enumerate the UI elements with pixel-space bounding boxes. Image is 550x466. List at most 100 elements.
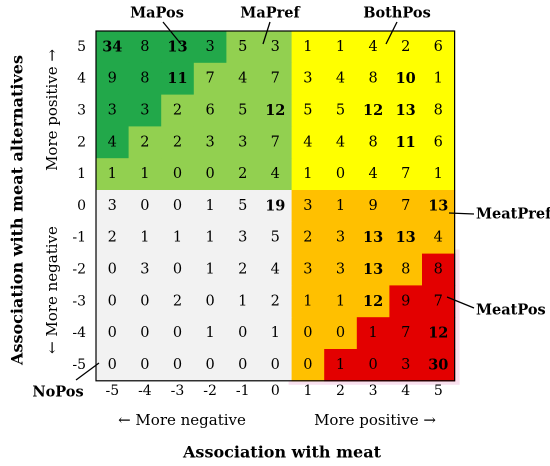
cell-value: 3 bbox=[140, 262, 149, 278]
cell-nopos bbox=[193, 221, 227, 255]
cell-nopos bbox=[96, 285, 130, 318]
cell-nopos bbox=[226, 190, 260, 223]
annotation-leader-nopos bbox=[75, 362, 100, 381]
cell-nopos bbox=[259, 317, 293, 350]
annotation-mapos: MaPos bbox=[130, 5, 184, 22]
cell-value: 13 bbox=[363, 229, 383, 246]
cell-mapref bbox=[128, 126, 162, 159]
cell-nopos bbox=[161, 317, 195, 350]
cell-nopos bbox=[193, 190, 227, 223]
cell-value: 30 bbox=[428, 356, 448, 373]
x-tick-label: 4 bbox=[401, 383, 410, 399]
cell-meatpref bbox=[422, 221, 456, 255]
cell-value: 1 bbox=[368, 325, 377, 341]
cell-meatpref bbox=[356, 285, 390, 318]
cell-value: 8 bbox=[434, 103, 443, 119]
cell-value: 5 bbox=[336, 103, 345, 119]
x-tick-label: 0 bbox=[271, 383, 280, 399]
cell-meatpref bbox=[324, 190, 358, 223]
cell-value: 5 bbox=[238, 39, 247, 55]
cell-value: 2 bbox=[108, 230, 117, 246]
cell-value: 1 bbox=[205, 230, 214, 246]
cell-mapref bbox=[128, 158, 162, 191]
cell-value: 12 bbox=[265, 102, 285, 119]
x-tick-label: -3 bbox=[171, 383, 185, 399]
cell-bothpos bbox=[324, 94, 358, 127]
cell-value: 13 bbox=[428, 197, 448, 214]
cell-nopos bbox=[259, 221, 293, 255]
cell-mapref bbox=[161, 126, 195, 159]
cell-value: 3 bbox=[336, 262, 345, 278]
cell-value: 2 bbox=[401, 39, 410, 55]
cell-value: 1 bbox=[303, 39, 312, 55]
cell-value: 4 bbox=[336, 71, 345, 87]
cell-value: 0 bbox=[108, 293, 117, 309]
cell-value: 1 bbox=[434, 166, 443, 182]
cell-value: 1 bbox=[205, 198, 214, 214]
cell-value: 8 bbox=[368, 71, 377, 87]
cell-value: 6 bbox=[434, 39, 443, 55]
cell-mapref bbox=[259, 126, 293, 159]
cell-value: 4 bbox=[368, 166, 377, 182]
cell-nopos bbox=[226, 221, 260, 255]
cell-mapref bbox=[193, 94, 227, 127]
cell-meatpos bbox=[422, 317, 456, 350]
cell-mapref bbox=[226, 126, 260, 159]
cell-mapos bbox=[128, 94, 162, 127]
y-direction-positive: More positive → bbox=[43, 49, 61, 171]
cell-value: 3 bbox=[238, 134, 247, 150]
cell-value: 1 bbox=[205, 325, 214, 341]
cell-nopos bbox=[96, 253, 130, 286]
cell-value: 0 bbox=[108, 262, 117, 278]
cell-value: 3 bbox=[108, 103, 117, 119]
cell-value: 12 bbox=[363, 102, 383, 119]
y-tick-label: -5 bbox=[72, 357, 86, 373]
cell-bothpos bbox=[291, 94, 325, 127]
cell-nopos bbox=[128, 285, 162, 318]
cell-nopos bbox=[128, 349, 162, 382]
cell-mapos bbox=[128, 62, 162, 96]
cell-meatpos bbox=[389, 285, 423, 318]
cell-value: 6 bbox=[205, 103, 214, 119]
cell-mapref bbox=[259, 31, 293, 64]
annotation-meatpos: MeatPos bbox=[476, 302, 546, 319]
x-tick-label: 1 bbox=[303, 383, 312, 399]
x-tick-label: 2 bbox=[336, 383, 345, 399]
cell-value: 0 bbox=[303, 325, 312, 341]
cell-nopos bbox=[96, 349, 130, 382]
cell-value: 0 bbox=[173, 325, 182, 341]
cell-meatpos bbox=[389, 349, 423, 382]
y-tick-label: -2 bbox=[72, 262, 86, 278]
cell-value: 13 bbox=[396, 102, 416, 119]
cell-meatpref bbox=[291, 190, 325, 223]
cell-value: 4 bbox=[434, 230, 443, 246]
cell-nopos bbox=[161, 253, 195, 286]
cell-value: 5 bbox=[271, 230, 280, 246]
cell-value: 0 bbox=[140, 198, 149, 214]
cell-mapos bbox=[128, 31, 162, 64]
y-tick-label: 3 bbox=[77, 103, 86, 119]
cell-value: 1 bbox=[336, 198, 345, 214]
cell-mapref bbox=[259, 62, 293, 96]
x-direction-negative: ← More negative bbox=[118, 411, 246, 429]
cell-meatpref bbox=[291, 253, 325, 286]
cell-value: 0 bbox=[108, 357, 117, 373]
y-tick-label: 1 bbox=[77, 166, 86, 182]
y-tick-label: 4 bbox=[77, 71, 86, 87]
cell-value: 3 bbox=[238, 230, 247, 246]
cell-nopos bbox=[259, 253, 293, 286]
cell-bothpos bbox=[389, 94, 423, 127]
cell-value: 12 bbox=[428, 325, 448, 342]
cell-nopos bbox=[161, 349, 195, 382]
cell-value: 3 bbox=[303, 262, 312, 278]
cell-value: 7 bbox=[434, 293, 443, 309]
annotation-bothpos: BothPos bbox=[363, 5, 431, 22]
annotation-leader-meatpos bbox=[446, 296, 475, 309]
cell-value: 1 bbox=[140, 166, 149, 182]
cell-meatpref bbox=[356, 253, 390, 286]
cell-value: 0 bbox=[140, 357, 149, 373]
cell-meatpref bbox=[324, 285, 358, 318]
cell-value: 0 bbox=[173, 166, 182, 182]
x-direction-positive: More positive → bbox=[314, 411, 436, 429]
cell-nopos bbox=[128, 190, 162, 223]
